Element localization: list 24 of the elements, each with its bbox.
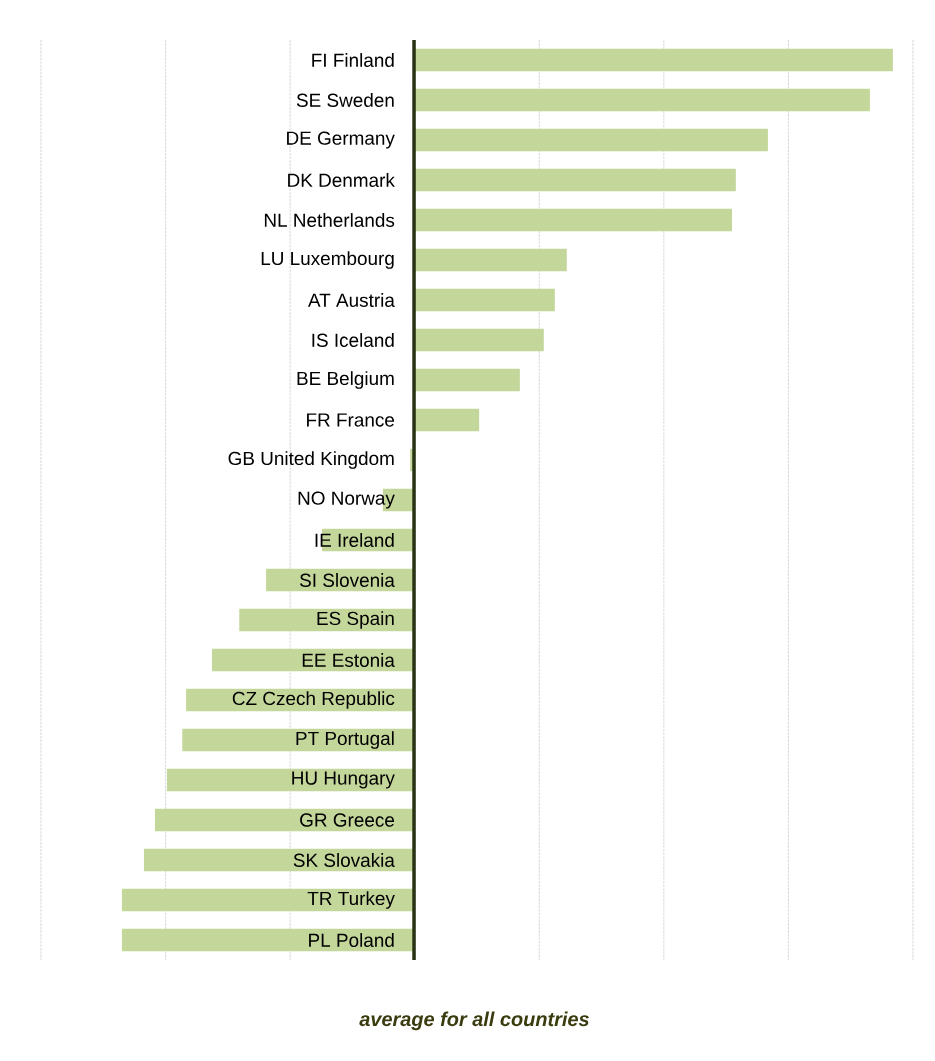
y-tick-label: SI Slovenia [300, 573, 395, 587]
y-tick-label: EE Estonia [302, 653, 395, 667]
y-tick-label: SK Slovakia [293, 853, 395, 867]
y-tick-label: ES Spain [317, 611, 394, 629]
y-tick-label: NO Norway [298, 491, 395, 509]
y-tick-label: SE Sweden [296, 93, 394, 107]
y-tick-label: DE Germany [287, 131, 395, 149]
y-tick-label: GR Greece [300, 813, 395, 827]
y-tick-label: AT Austria [307, 293, 395, 307]
y-tick-label: LU Luxembourg [261, 251, 394, 269]
y-tick-label: GB United Kingdom [228, 451, 394, 469]
y-tick-label: HU Hungary [292, 771, 395, 789]
y-tick-label: PL Poland [309, 933, 394, 947]
y-tick-label: PT Portugal [296, 731, 394, 749]
y-tick-label: FR France [307, 413, 395, 427]
y-tick-label: NL Netherlands [264, 213, 395, 227]
y-tick-label: DK Denmark [288, 173, 395, 187]
y-tick-label: BE Belgium [297, 371, 394, 389]
y-tick-label: TR Turkey [307, 891, 395, 909]
y-tick-label: FI Finland [312, 53, 394, 67]
y-tick-label: IS Iceland [312, 333, 394, 347]
x-axis-title: average for all countries [359, 1011, 589, 1031]
y-tick-label: IE Ireland [315, 533, 394, 547]
y-tick-label: CZ Czech Republic [232, 691, 395, 709]
